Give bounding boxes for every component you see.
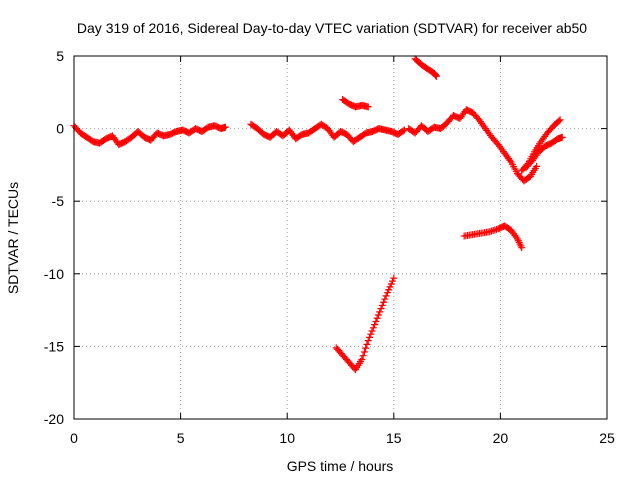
- series-segment-near-minus-7: [460, 222, 526, 252]
- data-point-marker: [360, 348, 368, 356]
- data-point-marker: [373, 314, 381, 322]
- data-point-marker: [380, 298, 388, 306]
- grid-lines: [74, 56, 607, 419]
- data-point-marker: [382, 292, 390, 300]
- data-point-marker: [369, 324, 377, 332]
- y-tick-label: 5: [56, 48, 64, 64]
- data-point-marker: [359, 352, 367, 360]
- y-tick-label: -15: [44, 338, 64, 354]
- x-tick-label: 15: [386, 430, 402, 446]
- series-segment-v-shape: [332, 274, 398, 374]
- series-segment-near-5: [411, 55, 440, 80]
- data-points: [70, 55, 566, 374]
- axis-ticks: 0 5 10 15 20 25 -20 -15 -10 -5 0 5: [44, 48, 615, 446]
- data-point-marker: [371, 321, 379, 329]
- series-late-lower-branch: [522, 133, 566, 172]
- series-main-band-3: [405, 106, 541, 185]
- data-point-marker: [377, 305, 385, 313]
- data-point-marker: [533, 162, 541, 170]
- data-point-marker: [364, 337, 372, 345]
- data-point-marker: [555, 117, 563, 125]
- y-axis-label: SDTVAR / TECUs: [5, 182, 21, 294]
- plot-frame: [73, 55, 608, 420]
- x-tick-label: 25: [599, 430, 615, 446]
- data-point-marker: [364, 103, 372, 111]
- data-point-marker: [368, 327, 376, 335]
- y-tick-label: 0: [56, 121, 64, 137]
- data-point-marker: [518, 244, 526, 252]
- y-tick-label: -10: [44, 266, 64, 282]
- data-point-marker: [362, 344, 370, 352]
- data-point-marker: [390, 274, 398, 282]
- series-main-band-2: [247, 120, 408, 146]
- series-late-upper-branch: [518, 116, 564, 175]
- x-tick-label: 0: [70, 430, 78, 446]
- y-tick-label: -20: [44, 411, 64, 427]
- series-main-band-1: [70, 122, 229, 149]
- data-point-marker: [221, 123, 229, 131]
- data-point-marker: [374, 311, 382, 319]
- data-point-marker: [556, 116, 564, 124]
- data-point-marker: [399, 127, 407, 135]
- data-point-marker: [432, 72, 440, 80]
- data-point-marker: [378, 301, 386, 309]
- data-point-marker: [558, 133, 566, 141]
- data-point-marker: [365, 333, 373, 341]
- x-tick-label: 10: [279, 430, 295, 446]
- data-point-marker: [381, 295, 389, 303]
- data-point-marker: [376, 308, 384, 316]
- chart-title: Day 319 of 2016, Sidereal Day-to-day VTE…: [77, 20, 587, 36]
- x-tick-label: 5: [177, 430, 185, 446]
- y-tick-label: -5: [52, 193, 65, 209]
- x-axis-label: GPS time / hours: [287, 458, 394, 474]
- data-point-marker: [358, 355, 366, 363]
- series-segment-near-2: [339, 96, 372, 111]
- data-point-marker: [372, 317, 380, 325]
- data-point-marker: [363, 340, 371, 348]
- x-tick-label: 20: [493, 430, 509, 446]
- data-point-marker: [367, 330, 375, 338]
